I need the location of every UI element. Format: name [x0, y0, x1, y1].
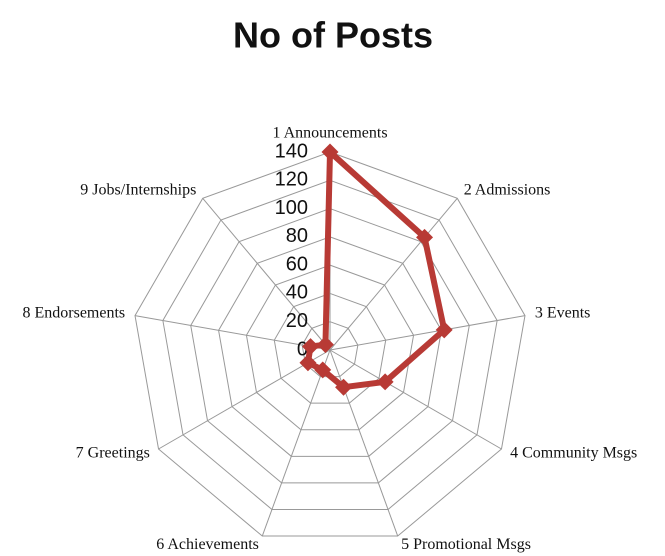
tick-label: 140 [275, 140, 308, 162]
grid-ring [273, 292, 387, 404]
category-label: 1 Announcements [272, 125, 387, 142]
grid-ring [162, 179, 498, 510]
tick-label: 120 [275, 169, 308, 191]
marker [321, 143, 339, 161]
spoke [261, 349, 331, 537]
spoke [134, 315, 331, 351]
marker [335, 378, 353, 396]
tick-label: 80 [286, 225, 308, 247]
category-label: 5 Promotional Msgs [401, 536, 531, 553]
marker [376, 373, 394, 391]
category-label: 3 Events [535, 305, 591, 322]
spoke [158, 349, 331, 450]
tick-label: 60 [286, 253, 308, 275]
grid-ring [190, 208, 470, 484]
category-label: 6 Achievements [156, 536, 259, 553]
tick-label: 40 [286, 282, 308, 304]
tick-label: 20 [286, 310, 308, 332]
grid-ring [134, 151, 526, 537]
marker [302, 338, 319, 356]
tick-label: 100 [275, 197, 308, 219]
data-line [304, 149, 448, 391]
spoke [202, 198, 331, 351]
category-label: 2 Admissions [464, 181, 551, 198]
category-label: 7 Greetings [76, 445, 150, 462]
marker [435, 321, 453, 339]
spoke [329, 198, 458, 351]
chart-title: No of Posts [233, 15, 433, 56]
marker [416, 228, 434, 246]
marker [316, 336, 334, 354]
grid-ring [245, 264, 415, 431]
category-label: 8 Endorsements [23, 305, 126, 322]
spoke [329, 315, 526, 351]
category-label: 4 Community Msgs [510, 445, 637, 462]
grid-ring [218, 236, 442, 457]
marker [299, 354, 317, 372]
category-label: 9 Jobs/Internships [80, 181, 196, 198]
tick-label: 0 [297, 338, 308, 360]
spoke [329, 349, 502, 450]
marker [314, 361, 332, 379]
